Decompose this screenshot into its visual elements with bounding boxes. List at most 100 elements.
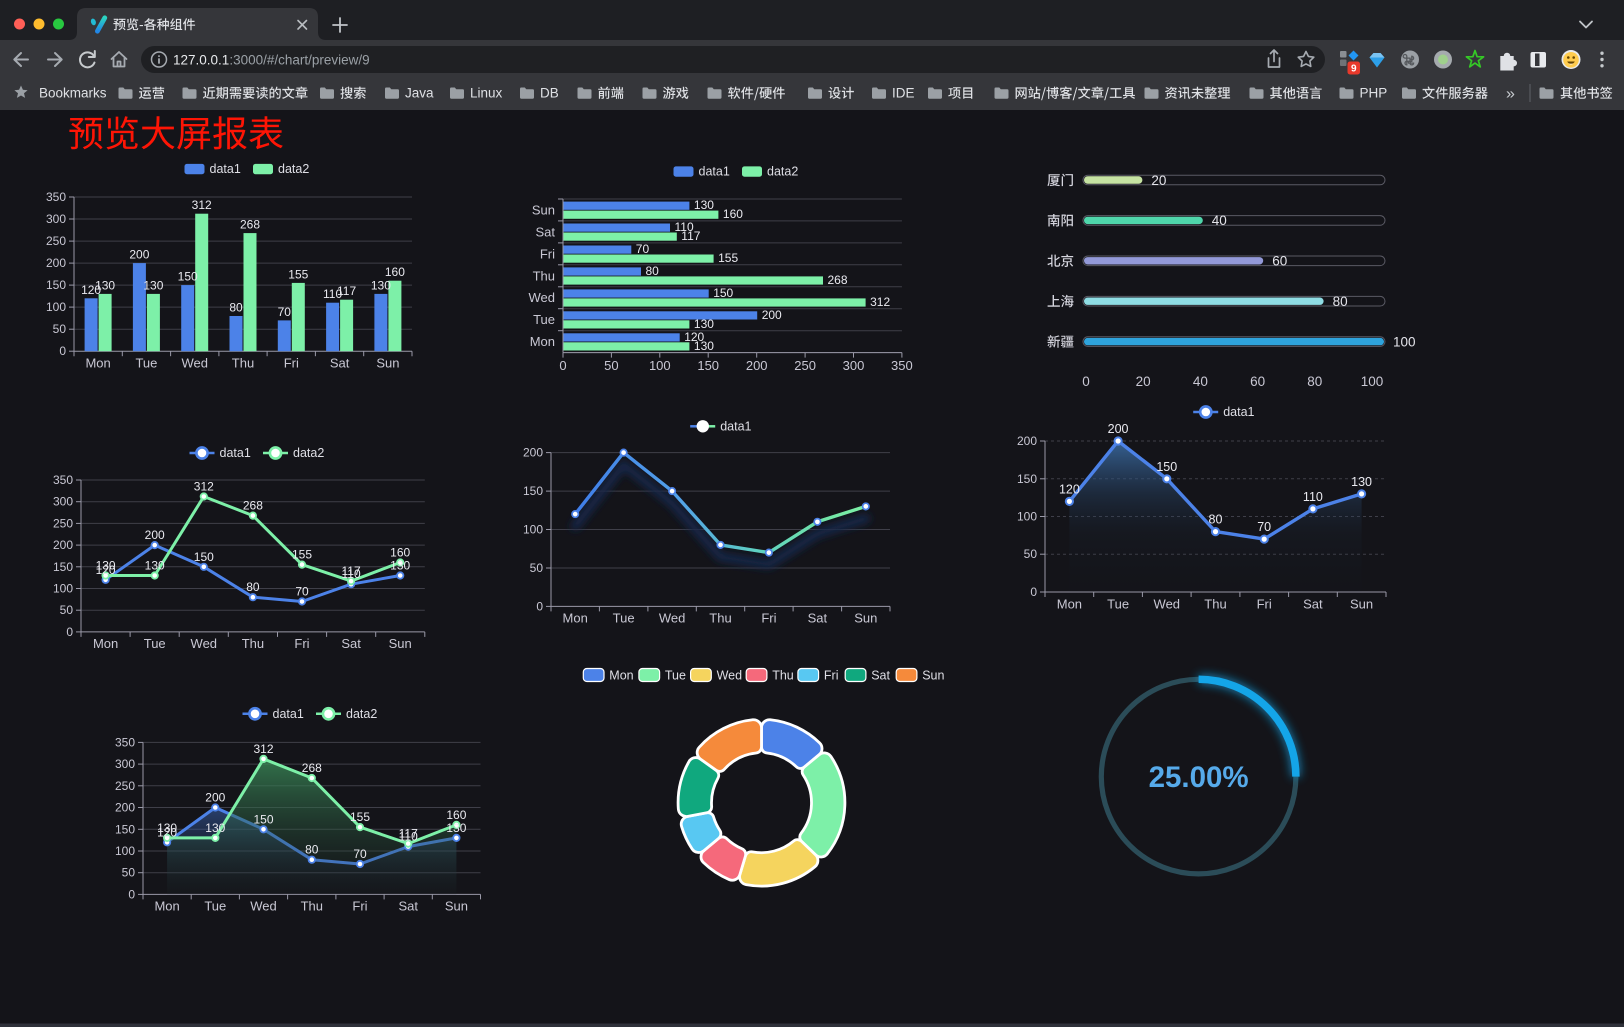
svg-text:data1: data1 xyxy=(273,707,304,721)
svg-text:120: 120 xyxy=(81,283,101,297)
svg-text:200: 200 xyxy=(1017,434,1037,448)
svg-text:Mon: Mon xyxy=(1057,596,1082,611)
svg-text:data2: data2 xyxy=(346,707,377,721)
svg-text:268: 268 xyxy=(302,761,322,775)
svg-text:120: 120 xyxy=(1059,482,1080,496)
svg-text:200: 200 xyxy=(46,256,66,270)
svg-text:130: 130 xyxy=(694,339,714,353)
svg-text:200: 200 xyxy=(145,528,165,542)
svg-text:160: 160 xyxy=(390,546,410,560)
svg-text:110: 110 xyxy=(323,287,342,301)
svg-text:268: 268 xyxy=(240,218,260,232)
svg-text:0: 0 xyxy=(66,625,73,639)
svg-text:70: 70 xyxy=(295,585,309,599)
svg-text:Mon: Mon xyxy=(609,669,633,683)
svg-text:Thu: Thu xyxy=(533,268,555,283)
svg-text:9: 9 xyxy=(1351,64,1357,75)
svg-text:50: 50 xyxy=(1024,547,1038,561)
svg-text:100: 100 xyxy=(115,844,135,858)
svg-text:130: 130 xyxy=(145,559,165,573)
svg-text:50: 50 xyxy=(60,603,74,617)
svg-text:250: 250 xyxy=(53,516,73,530)
svg-text:60: 60 xyxy=(1250,374,1265,389)
svg-text:300: 300 xyxy=(46,212,66,226)
svg-text:130: 130 xyxy=(95,278,115,292)
svg-text:0: 0 xyxy=(536,599,543,613)
svg-text:Fri: Fri xyxy=(761,611,776,626)
svg-text:150: 150 xyxy=(713,286,733,300)
svg-text:»: » xyxy=(1506,86,1515,103)
svg-text:130: 130 xyxy=(96,559,116,573)
svg-text:312: 312 xyxy=(870,295,890,309)
svg-text:150: 150 xyxy=(523,484,543,498)
svg-text:Wed: Wed xyxy=(181,356,208,371)
svg-text:Fri: Fri xyxy=(540,246,555,261)
svg-text:100: 100 xyxy=(46,300,66,314)
svg-text:Fri: Fri xyxy=(284,356,299,371)
svg-text:120: 120 xyxy=(96,563,116,577)
svg-text:Tue: Tue xyxy=(1107,596,1129,611)
svg-text:130: 130 xyxy=(205,821,225,835)
svg-text:300: 300 xyxy=(843,358,865,373)
svg-text:250: 250 xyxy=(794,358,816,373)
svg-text:Sat: Sat xyxy=(1303,596,1323,611)
svg-text:Wed: Wed xyxy=(250,899,277,914)
svg-text:80: 80 xyxy=(246,580,260,594)
svg-text:Mon: Mon xyxy=(85,356,110,371)
svg-text:0: 0 xyxy=(59,344,66,358)
svg-text:150: 150 xyxy=(1156,460,1177,474)
svg-text:Fri: Fri xyxy=(824,669,839,683)
svg-text:Wed: Wed xyxy=(717,669,743,683)
svg-text:0: 0 xyxy=(559,358,566,373)
svg-text:117: 117 xyxy=(681,229,700,243)
svg-text:150: 150 xyxy=(115,822,135,836)
svg-text:350: 350 xyxy=(46,190,66,204)
svg-text:80: 80 xyxy=(1307,374,1322,389)
svg-text:Tue: Tue xyxy=(204,899,226,914)
svg-text:150: 150 xyxy=(253,812,273,826)
svg-text:Mon: Mon xyxy=(93,636,118,651)
svg-text:Sun: Sun xyxy=(445,899,468,914)
svg-text:Wed: Wed xyxy=(191,636,218,651)
svg-text:80: 80 xyxy=(305,843,319,857)
svg-text:80: 80 xyxy=(1209,513,1223,527)
svg-text:20: 20 xyxy=(1136,374,1151,389)
svg-text:60: 60 xyxy=(1272,254,1287,269)
svg-text:350: 350 xyxy=(115,735,135,749)
svg-text:Wed: Wed xyxy=(1154,596,1181,611)
svg-text:Sun: Sun xyxy=(389,636,412,651)
svg-text:Thu: Thu xyxy=(1204,596,1226,611)
svg-text:Sat: Sat xyxy=(808,611,828,626)
svg-text:Thu: Thu xyxy=(709,611,731,626)
svg-text:150: 150 xyxy=(178,270,198,284)
svg-text:155: 155 xyxy=(292,548,312,562)
svg-text:Sun: Sun xyxy=(854,611,877,626)
svg-text:150: 150 xyxy=(46,278,66,292)
svg-text:Sat: Sat xyxy=(398,899,418,914)
svg-text:Thu: Thu xyxy=(772,669,794,683)
svg-text:312: 312 xyxy=(253,742,273,756)
svg-text:Sat: Sat xyxy=(330,356,350,371)
svg-text:130: 130 xyxy=(143,278,163,292)
svg-text:200: 200 xyxy=(53,538,73,552)
svg-text:300: 300 xyxy=(53,495,73,509)
svg-text:150: 150 xyxy=(53,560,73,574)
svg-text:130: 130 xyxy=(694,198,714,212)
svg-text:Thu: Thu xyxy=(242,636,264,651)
svg-text:200: 200 xyxy=(746,358,768,373)
svg-text:Sun: Sun xyxy=(1350,596,1373,611)
svg-text:100: 100 xyxy=(1361,374,1384,389)
svg-text:160: 160 xyxy=(446,808,466,822)
svg-text:0: 0 xyxy=(1030,585,1037,599)
svg-text:200: 200 xyxy=(762,308,782,322)
svg-text:Tue: Tue xyxy=(613,611,635,626)
svg-text:300: 300 xyxy=(115,757,135,771)
svg-text:80: 80 xyxy=(646,264,660,278)
svg-text:Java: Java xyxy=(405,86,434,101)
svg-text:150: 150 xyxy=(194,550,214,564)
svg-text:data2: data2 xyxy=(767,165,798,179)
svg-text:80: 80 xyxy=(229,301,243,315)
svg-text:250: 250 xyxy=(115,779,135,793)
svg-text:155: 155 xyxy=(288,267,308,281)
svg-text:Fri: Fri xyxy=(1257,596,1272,611)
